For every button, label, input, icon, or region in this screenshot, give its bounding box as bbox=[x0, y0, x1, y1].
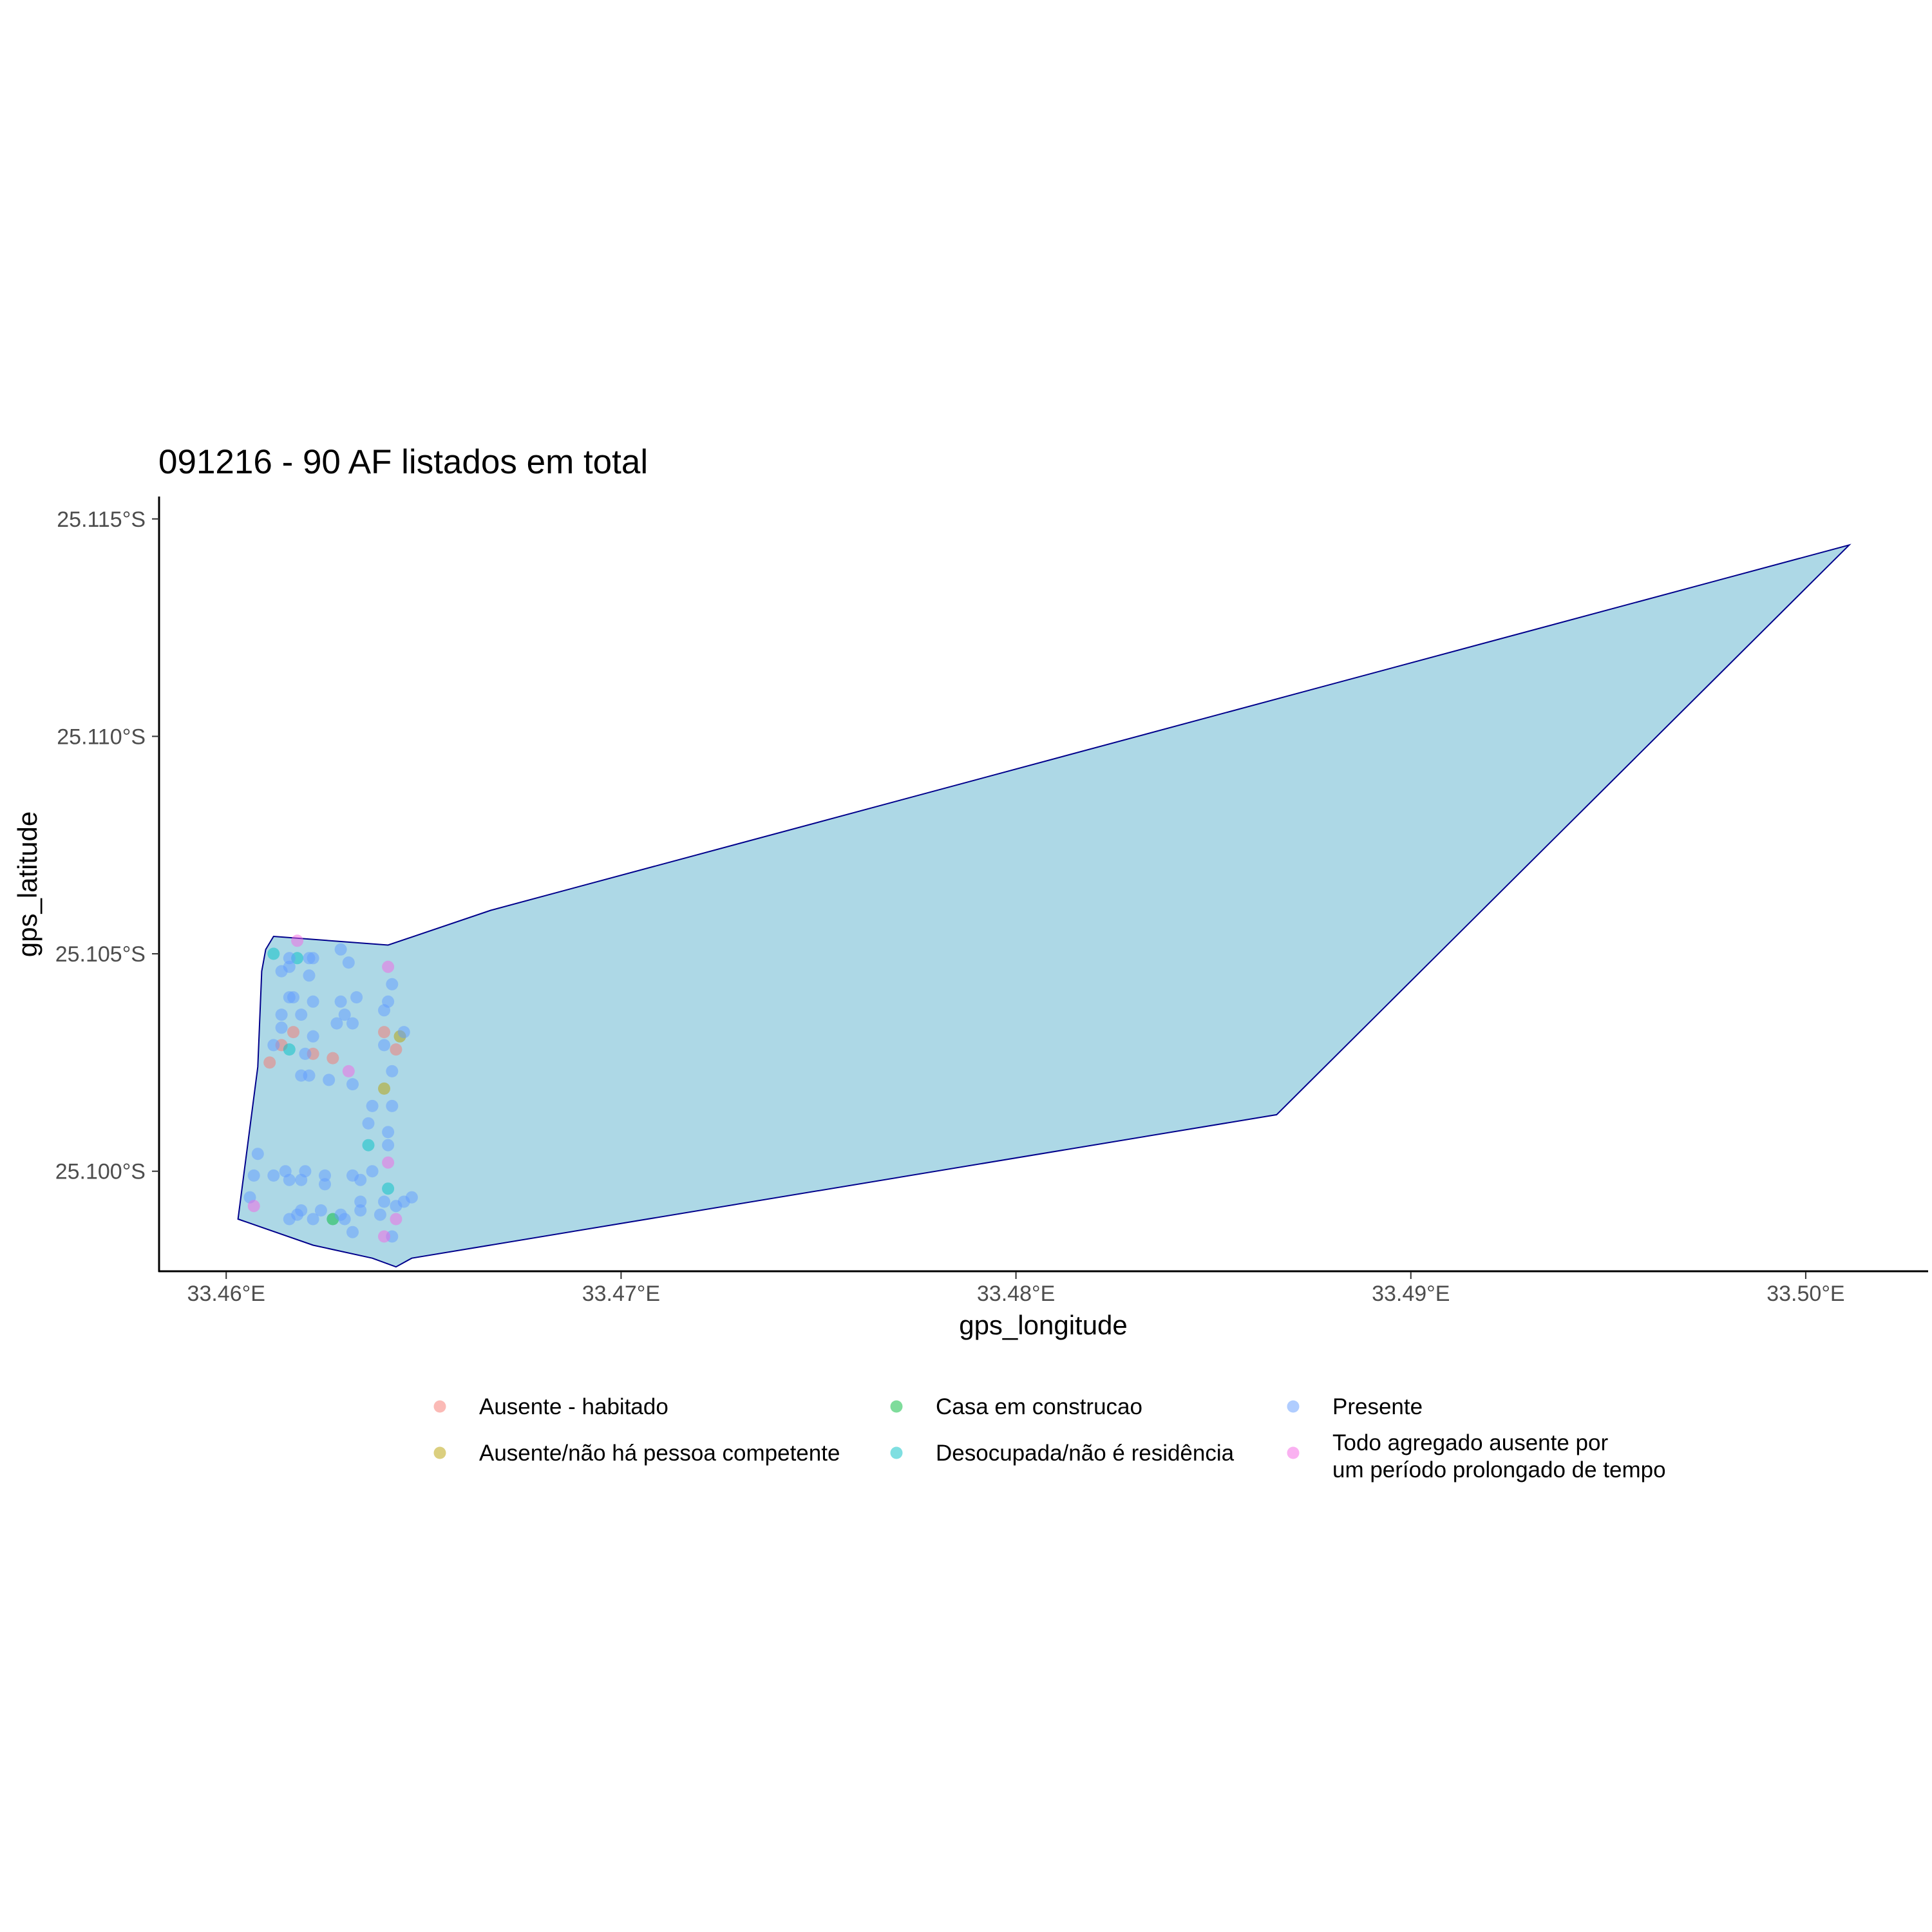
data-point-series-4 bbox=[382, 995, 395, 1008]
legend-key-3 bbox=[890, 1446, 903, 1459]
data-point-series-4 bbox=[283, 952, 296, 965]
data-point-series-4 bbox=[346, 1017, 359, 1030]
data-point-series-0 bbox=[390, 1043, 402, 1056]
data-point-series-5 bbox=[291, 934, 304, 947]
data-point-series-3 bbox=[382, 1182, 395, 1195]
data-point-series-4 bbox=[307, 1030, 319, 1043]
data-point-series-4 bbox=[267, 1039, 280, 1052]
data-point-series-3 bbox=[283, 1043, 296, 1056]
data-point-series-4 bbox=[378, 1039, 390, 1052]
data-point-series-0 bbox=[327, 1052, 339, 1065]
data-point-series-4 bbox=[287, 991, 299, 1004]
data-point-series-4 bbox=[338, 1009, 351, 1021]
data-point-series-4 bbox=[303, 969, 316, 982]
x-tick-label: 33.46°E bbox=[187, 1282, 265, 1306]
data-point-series-4 bbox=[267, 1169, 280, 1182]
legend-key-2 bbox=[890, 1400, 903, 1413]
data-point-series-4 bbox=[386, 978, 399, 990]
data-point-series-4 bbox=[334, 995, 347, 1008]
data-point-series-4 bbox=[350, 991, 363, 1004]
data-point-series-4 bbox=[405, 1191, 418, 1204]
y-tick-label: 25.110°S bbox=[57, 724, 146, 749]
data-point-series-3 bbox=[267, 947, 280, 960]
data-point-series-4 bbox=[307, 995, 319, 1008]
data-point-series-4 bbox=[307, 1213, 319, 1226]
x-tick-label: 33.47°E bbox=[582, 1282, 660, 1306]
data-point-series-4 bbox=[299, 1165, 312, 1178]
x-axis-title: gps_longitude bbox=[959, 1310, 1128, 1340]
data-point-series-4 bbox=[346, 1078, 359, 1091]
data-point-series-4 bbox=[283, 1173, 296, 1186]
axes: 33.46°E 33.47°E 33.48°E 33.49°E 33.50°E 25.10… bbox=[55, 507, 1845, 1306]
data-point-series-4 bbox=[366, 1099, 379, 1112]
data-point-series-4 bbox=[319, 1178, 331, 1191]
area-boundary-polygon bbox=[237, 544, 1852, 1268]
legend-label-4: Presente bbox=[1332, 1394, 1423, 1419]
x-tick-label: 33.50°E bbox=[1766, 1282, 1844, 1306]
y-tick-label: 25.100°S bbox=[55, 1160, 146, 1184]
data-point-series-4 bbox=[397, 1026, 410, 1039]
data-point-series-5 bbox=[390, 1213, 402, 1226]
data-point-series-0 bbox=[263, 1056, 276, 1069]
legend: Ausente - habitado Ausente/não há pessoa … bbox=[433, 1394, 1666, 1482]
data-point-series-4 bbox=[342, 956, 355, 969]
data-point-series-4 bbox=[386, 1065, 399, 1077]
data-point-series-3 bbox=[362, 1139, 375, 1151]
data-point-series-5 bbox=[342, 1065, 355, 1077]
legend-label-3: Desocupada/não é residência bbox=[936, 1441, 1235, 1466]
data-point-series-4 bbox=[251, 1148, 264, 1160]
legend-key-0 bbox=[433, 1400, 446, 1413]
legend-label-2: Casa em construcao bbox=[936, 1394, 1142, 1419]
y-axis-title: gps_latitude bbox=[12, 811, 43, 958]
legend-label-5: um período prolongado de tempo bbox=[1332, 1457, 1666, 1482]
x-tick-label: 33.49°E bbox=[1372, 1282, 1450, 1306]
data-point-series-4 bbox=[338, 1213, 351, 1226]
data-point-series-0 bbox=[378, 1026, 390, 1039]
data-point-series-4 bbox=[382, 1126, 395, 1139]
data-point-series-4 bbox=[386, 1099, 399, 1112]
data-point-series-4 bbox=[374, 1208, 386, 1221]
x-tick-label: 33.48°E bbox=[977, 1282, 1055, 1306]
legend-key-4 bbox=[1287, 1400, 1300, 1413]
data-point-series-4 bbox=[330, 1017, 343, 1030]
data-point-series-5 bbox=[382, 960, 395, 973]
data-point-series-5 bbox=[378, 1230, 390, 1243]
data-point-series-0 bbox=[287, 1026, 299, 1039]
data-point-series-1 bbox=[378, 1082, 390, 1095]
y-tick-label: 25.115°S bbox=[57, 507, 146, 532]
chart-title: 091216 - 90 AF listados em total bbox=[158, 443, 648, 481]
legend-label-1: Ausente/não há pessoa competente bbox=[479, 1441, 840, 1466]
data-point-series-4 bbox=[378, 1195, 390, 1208]
data-point-series-4 bbox=[366, 1165, 379, 1178]
data-point-series-4 bbox=[382, 1139, 395, 1151]
data-point-series-4 bbox=[283, 960, 296, 973]
data-point-series-4 bbox=[303, 1069, 316, 1082]
data-point-series-4 bbox=[354, 1195, 367, 1208]
data-point-series-4 bbox=[354, 1204, 367, 1217]
data-point-series-4 bbox=[334, 943, 347, 956]
data-point-series-5 bbox=[382, 1156, 395, 1169]
plot-area bbox=[237, 544, 1852, 1268]
data-point-series-4 bbox=[346, 1226, 359, 1238]
data-point-series-4 bbox=[295, 1204, 308, 1217]
data-point-series-4 bbox=[299, 1047, 312, 1060]
data-point-series-4 bbox=[295, 1009, 308, 1021]
legend-label-0: Ausente - habitado bbox=[479, 1394, 668, 1419]
data-point-series-4 bbox=[314, 1204, 327, 1217]
data-point-series-4 bbox=[319, 1169, 331, 1182]
legend-key-5 bbox=[1287, 1446, 1300, 1459]
data-point-series-4 bbox=[275, 1009, 288, 1021]
data-point-series-4 bbox=[323, 1074, 336, 1086]
data-point-series-4 bbox=[247, 1169, 260, 1182]
data-point-series-4 bbox=[275, 1021, 288, 1034]
data-point-series-4 bbox=[362, 1117, 375, 1130]
data-point-series-4 bbox=[307, 952, 319, 965]
legend-key-1 bbox=[433, 1446, 446, 1459]
data-point-series-5 bbox=[247, 1200, 260, 1213]
data-point-series-4 bbox=[354, 1173, 367, 1186]
y-tick-label: 25.105°S bbox=[55, 942, 146, 967]
legend-label-5: Todo agregado ausente por bbox=[1332, 1430, 1608, 1455]
